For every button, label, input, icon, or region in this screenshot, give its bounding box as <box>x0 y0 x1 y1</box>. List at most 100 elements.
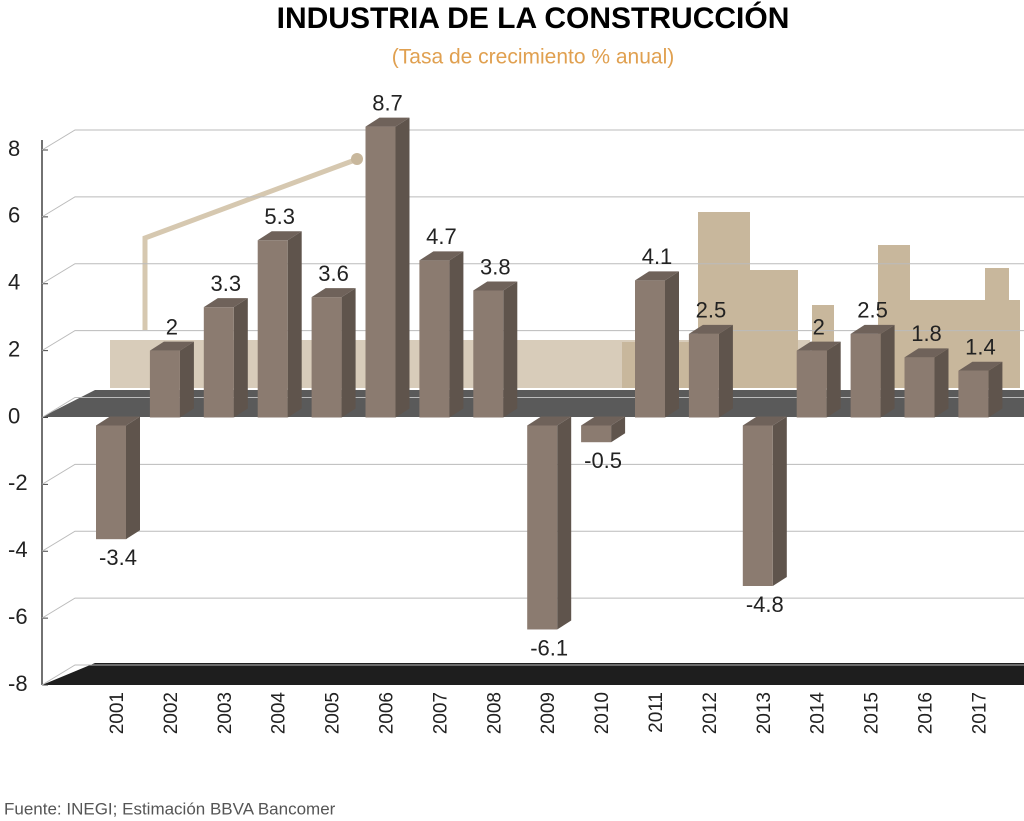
x-tick-label: 2004 <box>269 692 290 735</box>
data-label: 1.8 <box>911 321 942 346</box>
bar-face <box>311 297 342 418</box>
bar-face <box>742 416 787 426</box>
bar <box>365 117 410 418</box>
bar-face <box>934 348 949 418</box>
bar-face <box>419 260 450 418</box>
bar-face <box>665 271 679 418</box>
bar-face <box>988 361 1003 418</box>
grid-line <box>41 196 1024 218</box>
bar-face <box>527 416 572 426</box>
bar <box>742 416 787 586</box>
bar-face <box>257 240 288 418</box>
bar <box>473 281 518 418</box>
x-tick-label: 2002 <box>161 692 182 734</box>
bar-face <box>96 416 140 426</box>
x-tick-label: 2006 <box>377 692 398 734</box>
data-label: 1.4 <box>965 335 996 360</box>
bar-face <box>880 324 895 418</box>
base-slab <box>42 663 1024 685</box>
bar-face <box>527 425 558 630</box>
x-tick-label: 2009 <box>538 692 559 734</box>
y-tick-label: 4 <box>8 270 20 295</box>
data-label: 2 <box>166 314 178 339</box>
data-label: 4.7 <box>426 224 457 249</box>
bar-face <box>365 117 410 127</box>
grid-line <box>41 530 1024 552</box>
x-tick-label: 2017 <box>969 692 990 734</box>
y-tick-label: 8 <box>8 136 20 161</box>
bar <box>796 341 841 418</box>
bar-face <box>257 231 302 241</box>
y-tick-label: 0 <box>8 403 20 428</box>
data-label: -6.1 <box>530 635 568 660</box>
x-tick-label: 2012 <box>700 692 721 734</box>
bar-face <box>203 307 234 418</box>
bar-face <box>503 281 518 418</box>
x-tick-label: 2014 <box>808 692 829 735</box>
bar <box>419 251 464 418</box>
bar-face <box>557 416 572 630</box>
x-tick-label: 2007 <box>430 692 451 734</box>
y-tick-label: -2 <box>8 470 28 495</box>
bar-face <box>611 416 626 443</box>
bar-face <box>179 341 194 418</box>
data-label: 5.3 <box>264 204 295 229</box>
grid-line <box>41 463 1024 485</box>
x-tick-label: 2015 <box>862 692 883 734</box>
data-label: -3.4 <box>99 545 137 570</box>
bar-face <box>635 280 665 418</box>
bar-face <box>149 350 180 418</box>
bar-face <box>473 281 518 291</box>
bar <box>958 361 1003 418</box>
x-tick-label: 2011 <box>646 692 667 733</box>
data-label: 2.5 <box>857 298 888 323</box>
bar-face <box>688 333 719 418</box>
bar-face <box>718 324 733 418</box>
bar-face <box>126 416 140 540</box>
x-tick-label: 2001 <box>107 692 128 734</box>
bar-face <box>365 126 396 418</box>
y-tick-label: 2 <box>8 336 20 361</box>
y-tick-label: -4 <box>8 537 28 562</box>
bar <box>257 231 302 418</box>
bar-face <box>311 288 356 298</box>
bar-face <box>149 341 194 351</box>
bar <box>96 416 140 540</box>
data-label: 4.1 <box>642 244 673 269</box>
bar <box>311 288 356 418</box>
bar-face <box>826 341 841 418</box>
x-tick-label: 2016 <box>916 692 937 734</box>
bar-face <box>688 324 733 334</box>
bar-face <box>96 425 126 540</box>
data-label: 2.5 <box>696 298 727 323</box>
bar-face <box>419 251 464 261</box>
bar-face <box>581 416 626 426</box>
bar <box>904 348 949 418</box>
data-label: 8.7 <box>372 90 403 115</box>
bar-face <box>796 341 841 351</box>
bar-face <box>581 425 612 443</box>
x-tick-label: 2003 <box>215 692 236 734</box>
chart-title: INDUSTRIA DE LA CONSTRUCCIÓN <box>277 1 790 35</box>
bar-face <box>449 251 464 418</box>
bar-face <box>904 348 949 358</box>
data-label: 3.6 <box>318 261 349 286</box>
bar <box>635 271 679 418</box>
x-tick-label: 2013 <box>754 692 775 734</box>
bar-face <box>958 370 989 418</box>
bar <box>850 324 895 418</box>
bar-face <box>850 333 881 418</box>
data-label: 2 <box>813 314 825 339</box>
y-tick-label: 6 <box>8 203 20 228</box>
y-tick-label: -6 <box>8 604 28 629</box>
bar <box>527 416 572 630</box>
bar-face <box>287 231 302 418</box>
bar-face <box>341 288 356 418</box>
x-tick-label: 2008 <box>484 692 505 734</box>
bar-face <box>395 117 410 418</box>
bar <box>203 298 248 418</box>
grid-line <box>41 664 1024 686</box>
grid-line <box>41 263 1024 285</box>
bar-face <box>796 350 827 418</box>
